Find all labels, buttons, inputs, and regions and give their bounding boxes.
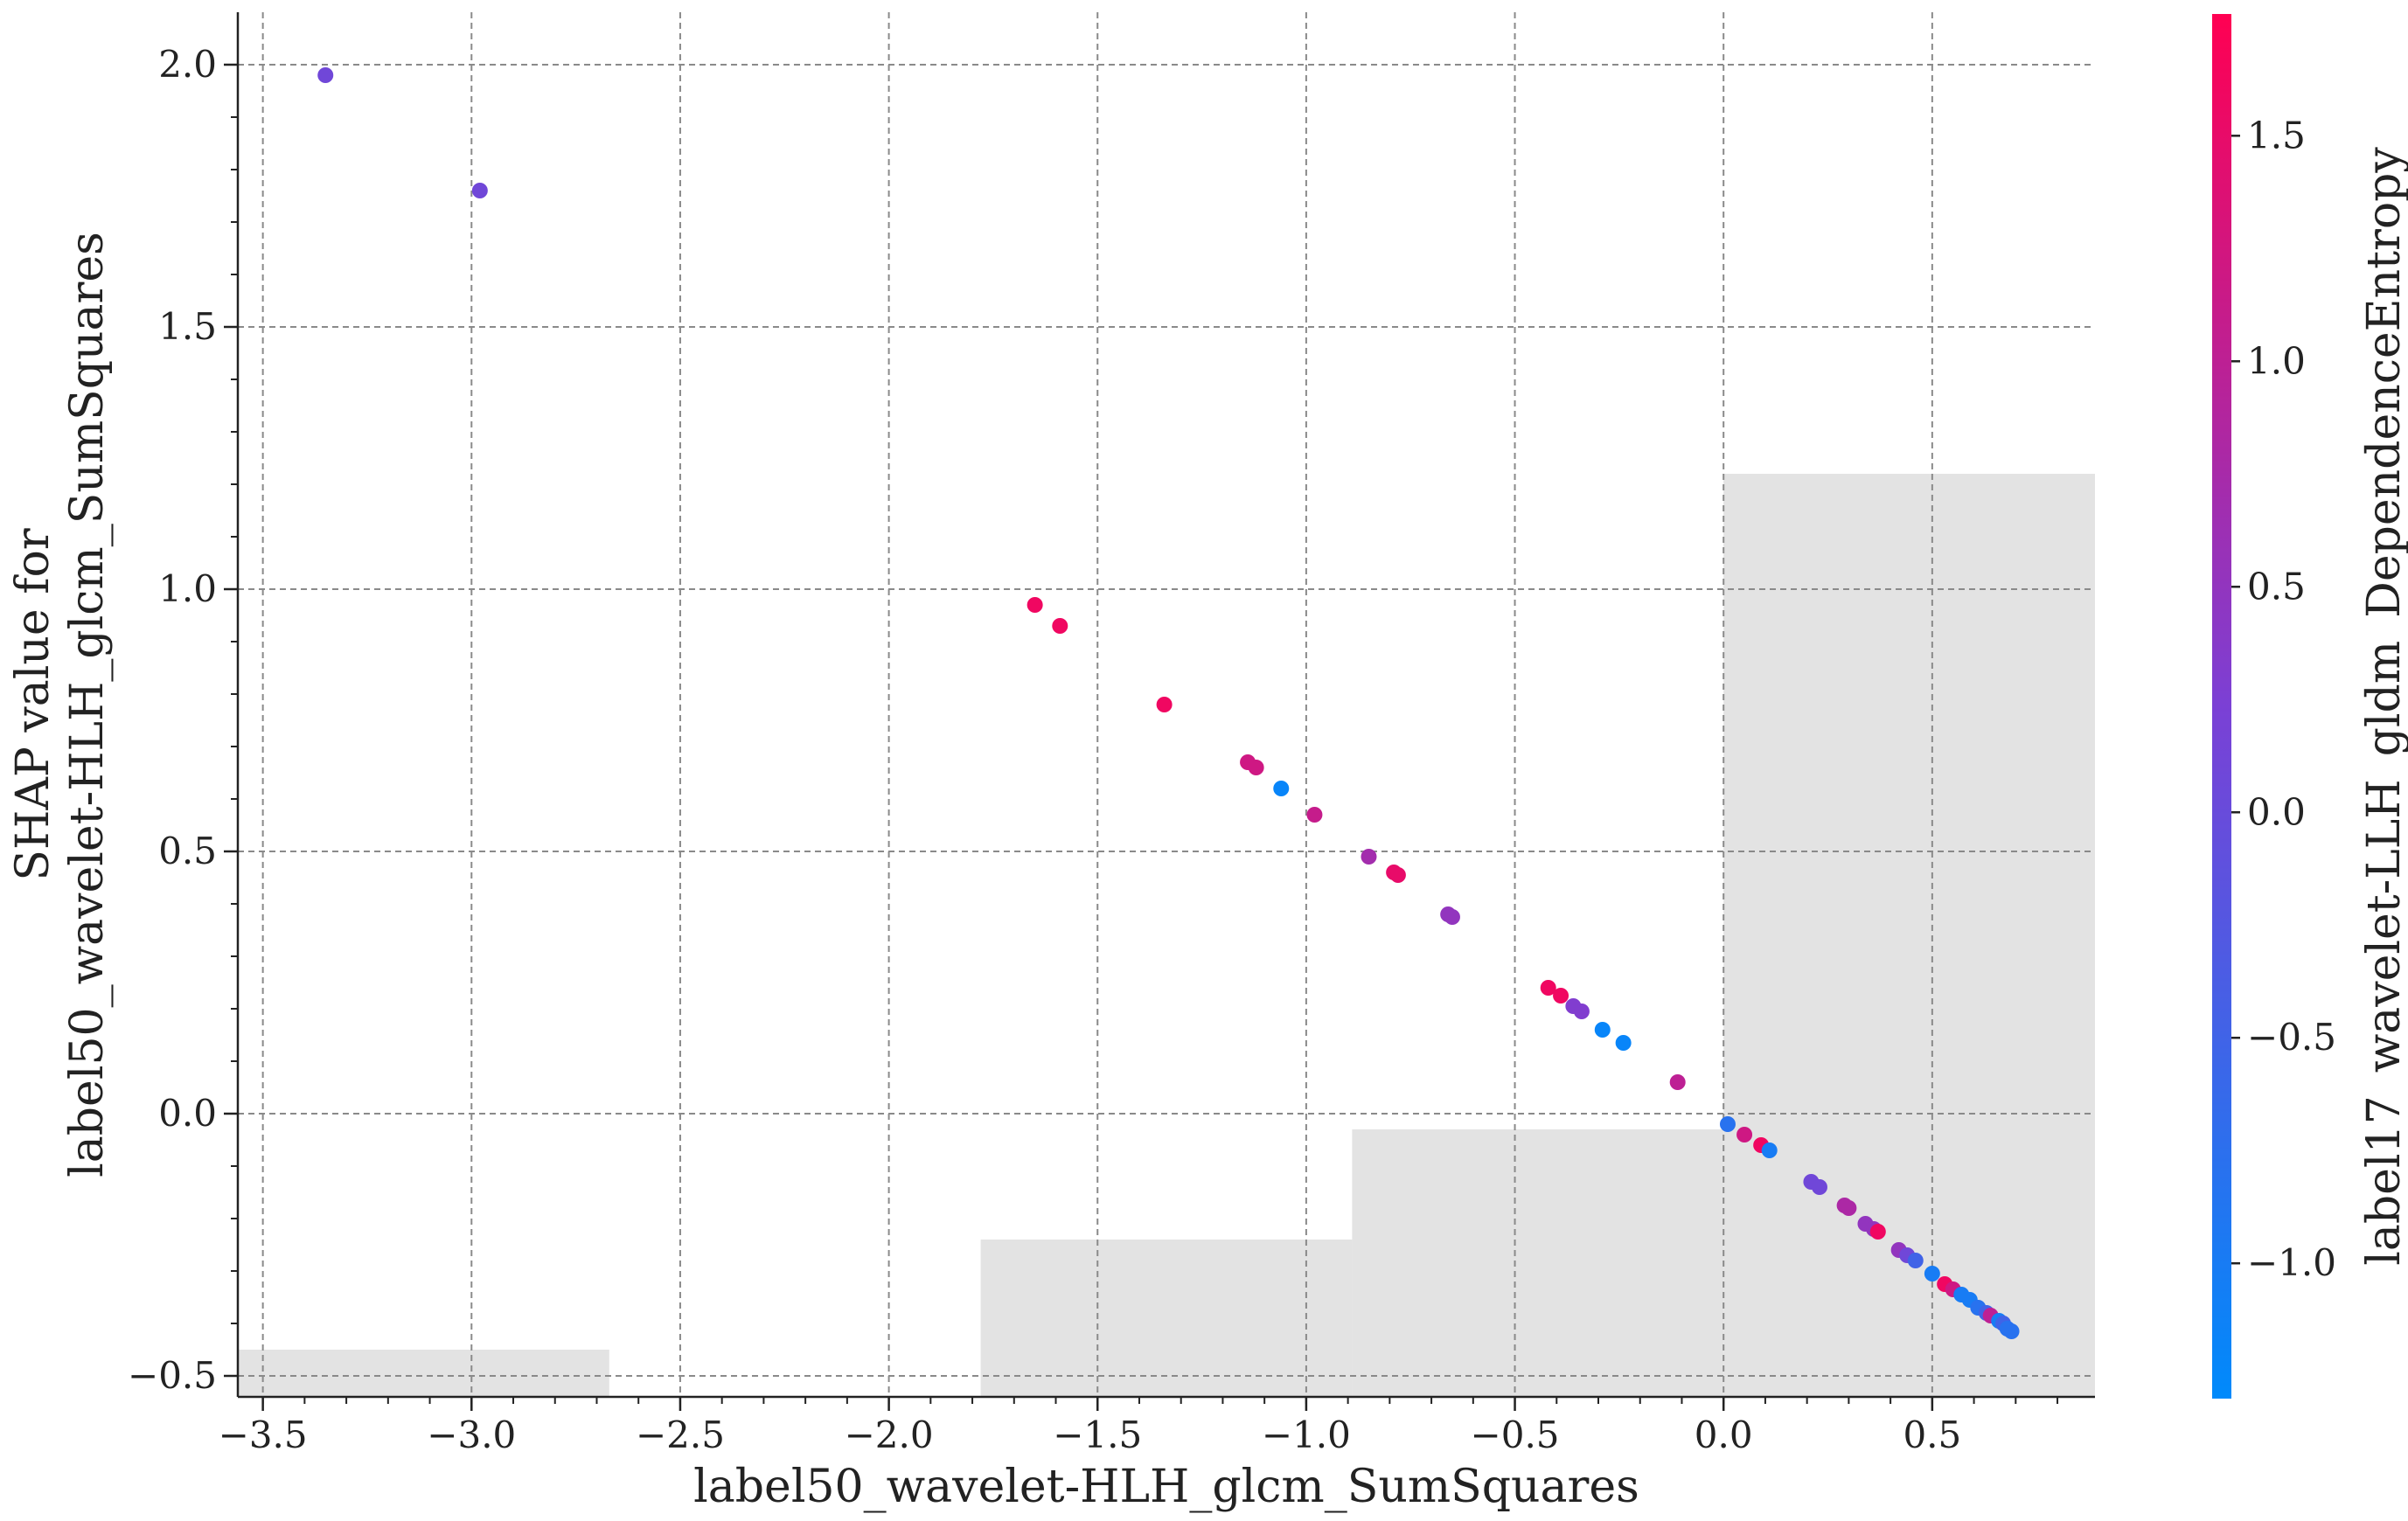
y-axis-label-line2: label50_wavelet-HLH_glcm_SumSquares [61, 232, 114, 1177]
scatter-point [1907, 1253, 1924, 1268]
x-axis-ticks: −3.5 −3.0 −2.5 −2.0 −1.5 −1.0 −0.5 0.0 0.5 [219, 1397, 2059, 1456]
histogram-bar [1723, 474, 2095, 1397]
colorbar-tick-label: −1.0 [2247, 1241, 2336, 1284]
x-tick-label: −3.5 [219, 1413, 308, 1456]
scatter-point [1306, 807, 1323, 823]
scatter-point [1573, 1004, 1590, 1019]
scatter-point [1553, 988, 1569, 1004]
y-tick-label: −0.5 [128, 1354, 217, 1397]
scatter-point [1841, 1200, 1857, 1216]
colorbar-tick-label: 0.5 [2247, 565, 2306, 608]
colorbar [2212, 14, 2231, 1399]
x-axis-label: label50_wavelet-HLH_glcm_SumSquares [693, 1461, 1639, 1513]
x-tick-label: −0.5 [1471, 1413, 1560, 1456]
colorbar-tick-label: 1.0 [2247, 339, 2306, 382]
y-axis-ticks: −0.5 0.0 0.5 1.0 1.5 2.0 [128, 43, 238, 1397]
histogram-bar [238, 1350, 609, 1397]
scatter-point [1273, 781, 1290, 796]
x-tick-label: 0.5 [1903, 1413, 1961, 1456]
x-tick-label: −2.0 [845, 1413, 934, 1456]
scatter-point [1156, 697, 1173, 712]
scatter-point [1594, 1022, 1611, 1038]
colorbar-tick-label: 0.0 [2247, 790, 2306, 833]
scatter-point [1248, 760, 1264, 775]
y-tick-label: 1.0 [158, 567, 217, 610]
scatter-point [1615, 1035, 1632, 1051]
colorbar-gradient [2212, 14, 2231, 1399]
scatter-point [1052, 618, 1068, 634]
scatter-point [1389, 867, 1406, 883]
scatter-point [1924, 1266, 1940, 1281]
y-tick-label: 0.5 [158, 830, 217, 872]
histogram-bar [1352, 1129, 1724, 1397]
histogram-bars [238, 474, 2095, 1397]
y-tick-label: 1.5 [158, 305, 217, 348]
colorbar-ticks: −1.0 −0.5 0.0 0.5 1.0 1.5 [2231, 114, 2336, 1284]
colorbar-tick-label: 1.5 [2247, 114, 2306, 156]
scatter-point [1027, 597, 1043, 613]
scatter-point [471, 183, 488, 198]
scatter-point [1761, 1142, 1778, 1158]
scatter-point [1719, 1116, 1736, 1132]
scatter-point [1869, 1224, 1886, 1240]
y-tick-label: 2.0 [158, 43, 217, 86]
x-tick-label: 0.0 [1695, 1413, 1753, 1456]
y-tick-label: 0.0 [158, 1092, 217, 1135]
histogram-bar [980, 1240, 1353, 1397]
scatter-point [1361, 849, 1377, 865]
scatter-point [1669, 1074, 1686, 1090]
scatter-point [1736, 1127, 1753, 1142]
scatter-point [2003, 1323, 2020, 1339]
x-tick-label: −1.0 [1262, 1413, 1351, 1456]
x-tick-label: −3.0 [427, 1413, 516, 1456]
scatter-point [317, 67, 334, 83]
scatter-point [1444, 909, 1460, 925]
colorbar-tick-label: −0.5 [2247, 1016, 2336, 1059]
x-tick-label: −1.5 [1053, 1413, 1142, 1456]
scatter-points [317, 67, 2020, 1339]
grid-lines [238, 12, 2095, 1397]
scatter-point [1811, 1179, 1827, 1195]
y-axis-label-line1: SHAP value for [7, 528, 59, 880]
colorbar-label: label17_wavelet-LLH_gldm_DependenceEntro… [2358, 147, 2408, 1266]
x-tick-label: −2.5 [636, 1413, 725, 1456]
scatter-point [1540, 980, 1556, 996]
